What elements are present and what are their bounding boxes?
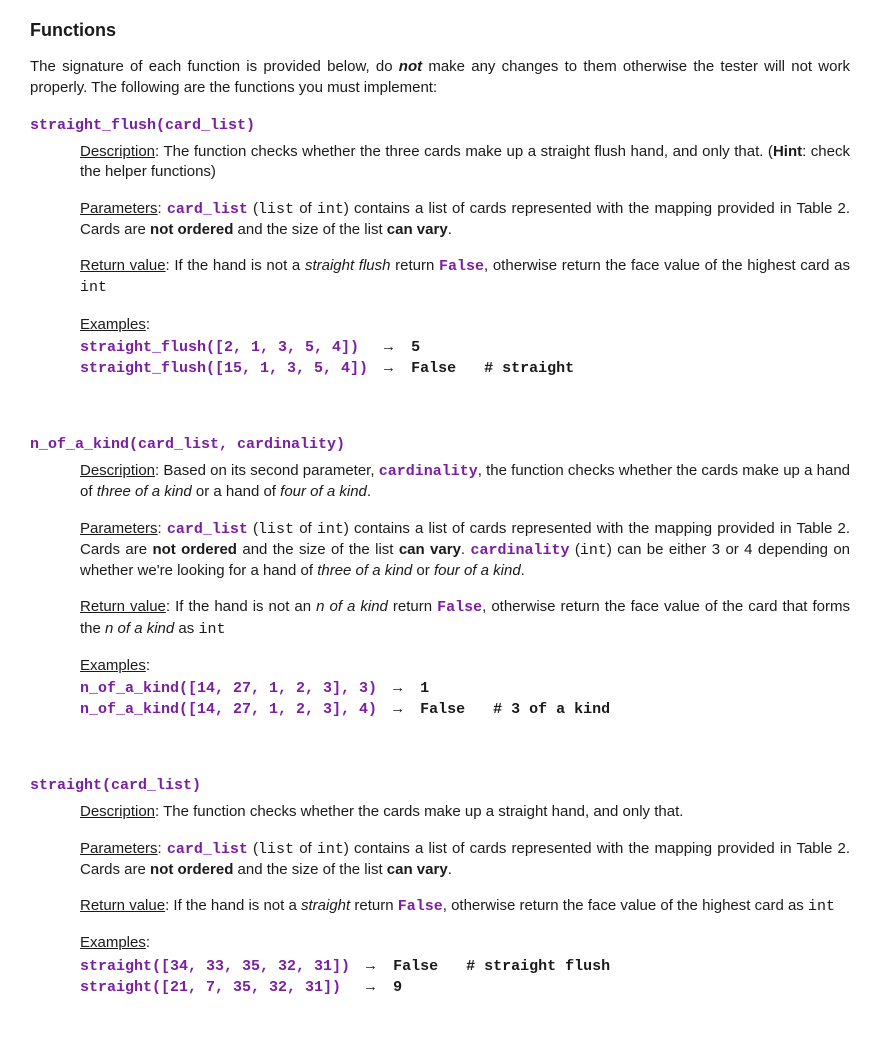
example-row: straight([34, 33, 35, 32, 31])→False # s… xyxy=(80,956,620,977)
example-row: n_of_a_kind([14, 27, 1, 2, 3], 4)→False … xyxy=(80,699,620,720)
parameters-paragraph: Parameters: card_list (list of int) cont… xyxy=(80,839,850,881)
function-signature: n_of_a_kind(card_list, cardinality) xyxy=(30,435,850,455)
description-paragraph: Description: The function checks whether… xyxy=(80,142,850,183)
example-call: straight_flush([2, 1, 3, 5, 4]) xyxy=(80,337,378,358)
examples-label: Examples: xyxy=(80,933,850,953)
example-call: straight([21, 7, 35, 32, 31]) xyxy=(80,977,360,998)
parameters-paragraph: Parameters: card_list (list of int) cont… xyxy=(80,199,850,241)
description-paragraph: Description: The function checks whether… xyxy=(80,802,850,822)
section-spacer xyxy=(30,405,850,425)
intro-paragraph: The signature of each function is provid… xyxy=(30,57,850,98)
example-comment: # straight xyxy=(466,358,584,379)
section-spacer xyxy=(30,746,850,766)
function-signature: straight(card_list) xyxy=(30,776,850,796)
example-comment xyxy=(466,337,584,358)
intro-pre: The signature of each function is provid… xyxy=(30,58,399,75)
example-comment xyxy=(475,678,620,699)
example-arrow-icon: → xyxy=(360,977,393,998)
example-comment: # straight flush xyxy=(448,956,620,977)
page-title: Functions xyxy=(30,18,850,42)
examples-table: straight([34, 33, 35, 32, 31])→False # s… xyxy=(80,956,620,998)
examples-table: n_of_a_kind([14, 27, 1, 2, 3], 3)→1n_of_… xyxy=(80,678,620,720)
example-comment: # 3 of a kind xyxy=(475,699,620,720)
example-arrow-icon: → xyxy=(378,337,411,358)
description-paragraph: Description: Based on its second paramet… xyxy=(80,461,850,503)
function-block: Description: The function checks whether… xyxy=(80,142,850,379)
function-block: Description: Based on its second paramet… xyxy=(80,461,850,720)
examples-label: Examples: xyxy=(80,656,850,676)
examples-label: Examples: xyxy=(80,315,850,335)
examples-table: straight_flush([2, 1, 3, 5, 4])→5straigh… xyxy=(80,337,584,379)
example-arrow-icon: → xyxy=(378,358,411,379)
example-call: straight([34, 33, 35, 32, 31]) xyxy=(80,956,360,977)
example-result: False xyxy=(393,956,448,977)
return-paragraph: Return value: If the hand is not a strai… xyxy=(80,896,850,917)
example-arrow-icon: → xyxy=(387,678,420,699)
example-arrow-icon: → xyxy=(360,956,393,977)
intro-emph: not xyxy=(399,58,422,75)
example-result: False xyxy=(411,358,466,379)
example-result: 5 xyxy=(411,337,466,358)
function-signature: straight_flush(card_list) xyxy=(30,116,850,136)
example-comment xyxy=(448,977,620,998)
return-paragraph: Return value: If the hand is not an n of… xyxy=(80,597,850,640)
example-arrow-icon: → xyxy=(387,699,420,720)
example-result: 9 xyxy=(393,977,448,998)
parameters-paragraph: Parameters: card_list (list of int) cont… xyxy=(80,519,850,582)
function-block: Description: The function checks whether… xyxy=(80,802,850,997)
example-row: straight_flush([15, 1, 3, 5, 4])→False #… xyxy=(80,358,584,379)
example-row: straight([21, 7, 35, 32, 31])→9 xyxy=(80,977,620,998)
example-call: n_of_a_kind([14, 27, 1, 2, 3], 4) xyxy=(80,699,387,720)
example-result: False xyxy=(420,699,475,720)
example-row: n_of_a_kind([14, 27, 1, 2, 3], 3)→1 xyxy=(80,678,620,699)
example-result: 1 xyxy=(420,678,475,699)
example-call: n_of_a_kind([14, 27, 1, 2, 3], 3) xyxy=(80,678,387,699)
example-row: straight_flush([2, 1, 3, 5, 4])→5 xyxy=(80,337,584,358)
example-call: straight_flush([15, 1, 3, 5, 4]) xyxy=(80,358,378,379)
return-paragraph: Return value: If the hand is not a strai… xyxy=(80,256,850,299)
functions-section: straight_flush(card_list) Description: Th… xyxy=(30,116,850,998)
